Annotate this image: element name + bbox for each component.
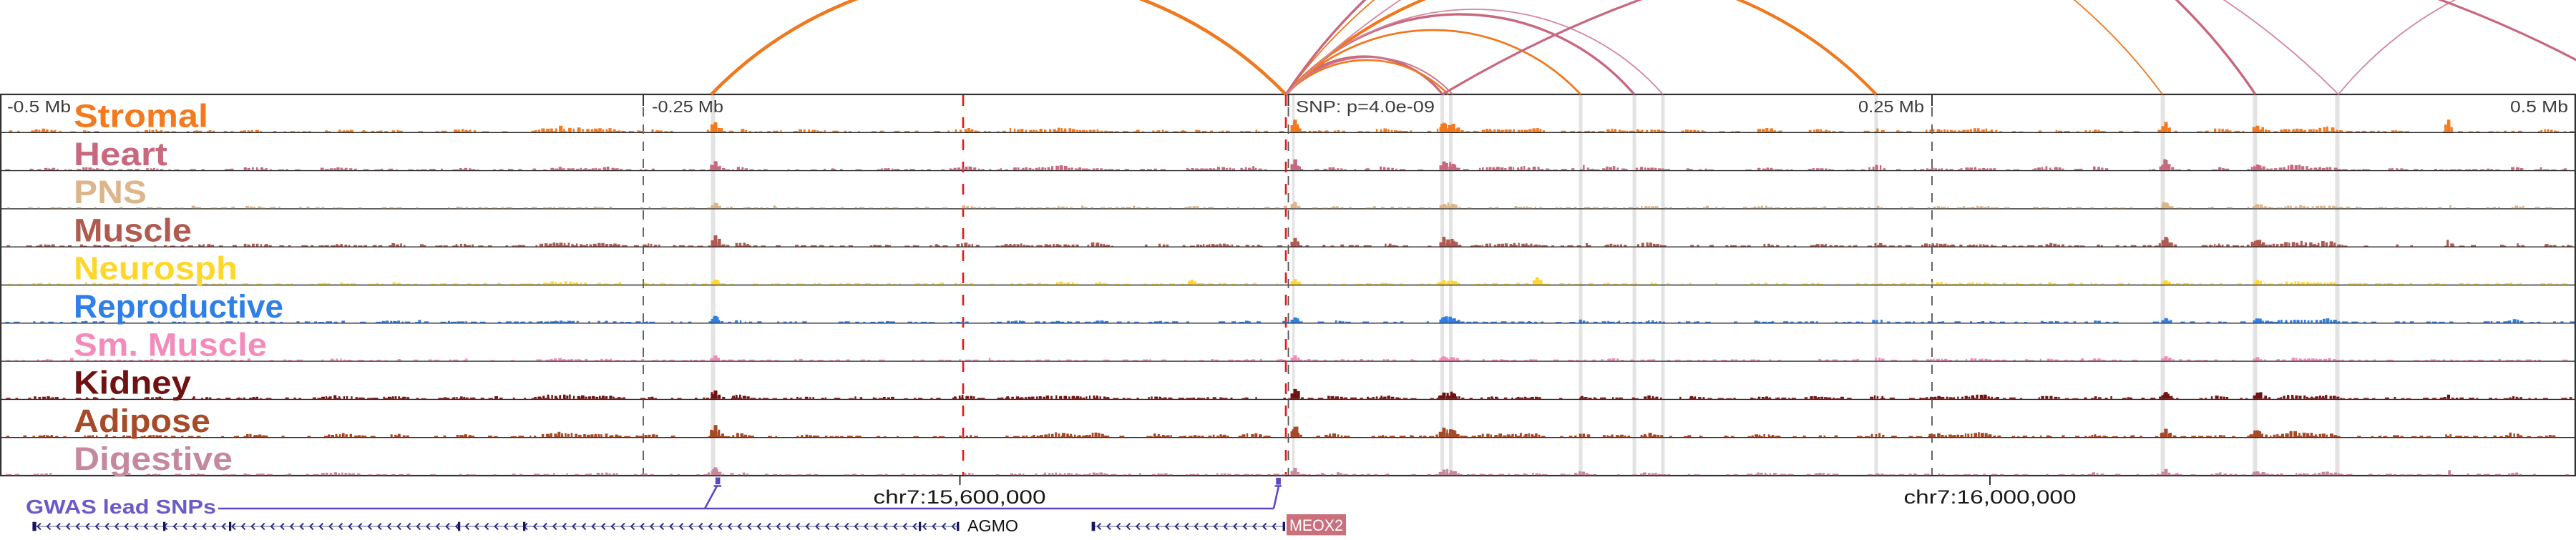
svg-text:-0.25 Mb: -0.25 Mb [652, 97, 723, 116]
svg-text:Neurosph: Neurosph [74, 250, 238, 287]
svg-text:MEOX2: MEOX2 [1289, 516, 1343, 534]
svg-text:Sm. Muscle: Sm. Muscle [74, 326, 267, 363]
svg-text:Muscle: Muscle [74, 212, 192, 248]
svg-text:Reproductive: Reproductive [74, 288, 283, 325]
svg-text:SNP: p=4.0e-09: SNP: p=4.0e-09 [1296, 97, 1435, 116]
svg-text:-0.5 Mb: -0.5 Mb [7, 97, 71, 116]
svg-text:Kidney: Kidney [74, 365, 191, 401]
svg-text:Heart: Heart [74, 136, 167, 172]
svg-text:chr7:15,600,000: chr7:15,600,000 [874, 486, 1046, 508]
svg-text:Adipose: Adipose [74, 403, 210, 439]
svg-text:Stromal: Stromal [74, 98, 208, 134]
svg-text:0.25 Mb: 0.25 Mb [1858, 97, 1924, 116]
svg-text:chr7:16,000,000: chr7:16,000,000 [1904, 486, 2077, 508]
svg-text:AGMO: AGMO [967, 516, 1018, 535]
svg-text:Digestive: Digestive [74, 441, 233, 477]
svg-text:PNS: PNS [74, 174, 147, 210]
svg-text:GWAS lead SNPs: GWAS lead SNPs [26, 496, 216, 518]
svg-text:0.5 Mb: 0.5 Mb [2510, 97, 2568, 116]
